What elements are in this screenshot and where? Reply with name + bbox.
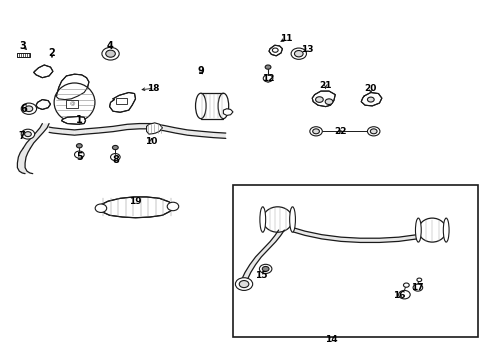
Ellipse shape (196, 93, 206, 118)
Polygon shape (187, 130, 202, 136)
Bar (17, 53, 30, 57)
Ellipse shape (263, 207, 293, 232)
Circle shape (24, 132, 31, 136)
Circle shape (316, 97, 323, 102)
Circle shape (263, 75, 273, 82)
Polygon shape (63, 129, 74, 135)
Circle shape (95, 204, 107, 212)
Polygon shape (175, 128, 187, 135)
Text: 20: 20 (365, 84, 377, 93)
Ellipse shape (443, 218, 449, 242)
Ellipse shape (218, 93, 229, 118)
Circle shape (291, 48, 306, 59)
Polygon shape (53, 128, 63, 134)
Text: 16: 16 (393, 291, 406, 300)
Circle shape (417, 278, 422, 282)
Circle shape (403, 283, 409, 287)
Text: 5: 5 (76, 152, 83, 162)
Text: 8: 8 (112, 154, 119, 165)
Polygon shape (163, 125, 175, 133)
Circle shape (313, 129, 319, 134)
Circle shape (239, 280, 249, 288)
Circle shape (262, 266, 269, 271)
Circle shape (259, 264, 272, 274)
Text: 10: 10 (145, 138, 158, 147)
Circle shape (310, 127, 322, 136)
Text: 3: 3 (20, 41, 26, 51)
Polygon shape (361, 93, 382, 106)
Polygon shape (312, 91, 335, 107)
Bar (66, 100, 78, 108)
Text: @: @ (70, 101, 75, 106)
Circle shape (413, 284, 423, 291)
Text: 22: 22 (334, 127, 346, 136)
Text: 4: 4 (106, 41, 113, 51)
Circle shape (113, 145, 118, 150)
Circle shape (325, 99, 333, 104)
Circle shape (74, 151, 84, 158)
Polygon shape (151, 123, 163, 131)
Polygon shape (110, 93, 136, 112)
Text: 2: 2 (49, 48, 55, 58)
Text: 6: 6 (21, 104, 27, 114)
Circle shape (265, 65, 271, 69)
Ellipse shape (260, 207, 266, 232)
Circle shape (25, 106, 33, 112)
Polygon shape (147, 123, 162, 134)
Polygon shape (202, 131, 214, 138)
Polygon shape (113, 124, 127, 132)
Polygon shape (23, 123, 49, 148)
Circle shape (368, 127, 380, 136)
Polygon shape (98, 126, 113, 133)
Text: 9: 9 (197, 66, 204, 76)
Bar (116, 98, 127, 104)
Text: 17: 17 (411, 283, 423, 292)
Circle shape (235, 278, 253, 291)
Polygon shape (223, 109, 233, 116)
Polygon shape (17, 148, 33, 174)
Ellipse shape (54, 83, 95, 122)
Text: 11: 11 (280, 34, 292, 43)
Polygon shape (36, 100, 50, 109)
Circle shape (102, 48, 119, 60)
Circle shape (370, 129, 377, 134)
Circle shape (21, 129, 35, 139)
Circle shape (399, 291, 410, 299)
Polygon shape (49, 127, 53, 133)
Polygon shape (139, 123, 151, 129)
Text: 19: 19 (129, 197, 142, 206)
Circle shape (368, 97, 374, 102)
Text: 14: 14 (325, 335, 338, 344)
Circle shape (21, 103, 37, 114)
Bar (233, 185, 478, 337)
Ellipse shape (418, 218, 446, 242)
Circle shape (76, 144, 82, 148)
Ellipse shape (416, 218, 421, 242)
Polygon shape (55, 74, 89, 100)
Polygon shape (86, 128, 98, 134)
Polygon shape (74, 129, 86, 135)
Circle shape (294, 50, 303, 57)
Polygon shape (127, 123, 139, 130)
Text: 1: 1 (76, 115, 83, 125)
Polygon shape (269, 45, 282, 56)
Polygon shape (241, 230, 284, 280)
Text: 18: 18 (147, 84, 160, 93)
Polygon shape (62, 117, 86, 124)
Polygon shape (293, 228, 417, 242)
Polygon shape (34, 65, 53, 78)
Text: 12: 12 (262, 74, 274, 83)
Bar (201, 93, 223, 118)
Circle shape (167, 202, 179, 211)
Polygon shape (100, 197, 173, 218)
Ellipse shape (290, 207, 295, 232)
Text: 13: 13 (301, 45, 314, 54)
Circle shape (272, 48, 278, 52)
Text: 21: 21 (319, 81, 332, 90)
Text: 15: 15 (255, 271, 267, 280)
Text: 7: 7 (18, 131, 25, 141)
Circle shape (106, 50, 115, 57)
Polygon shape (214, 132, 226, 138)
Circle shape (111, 154, 120, 161)
